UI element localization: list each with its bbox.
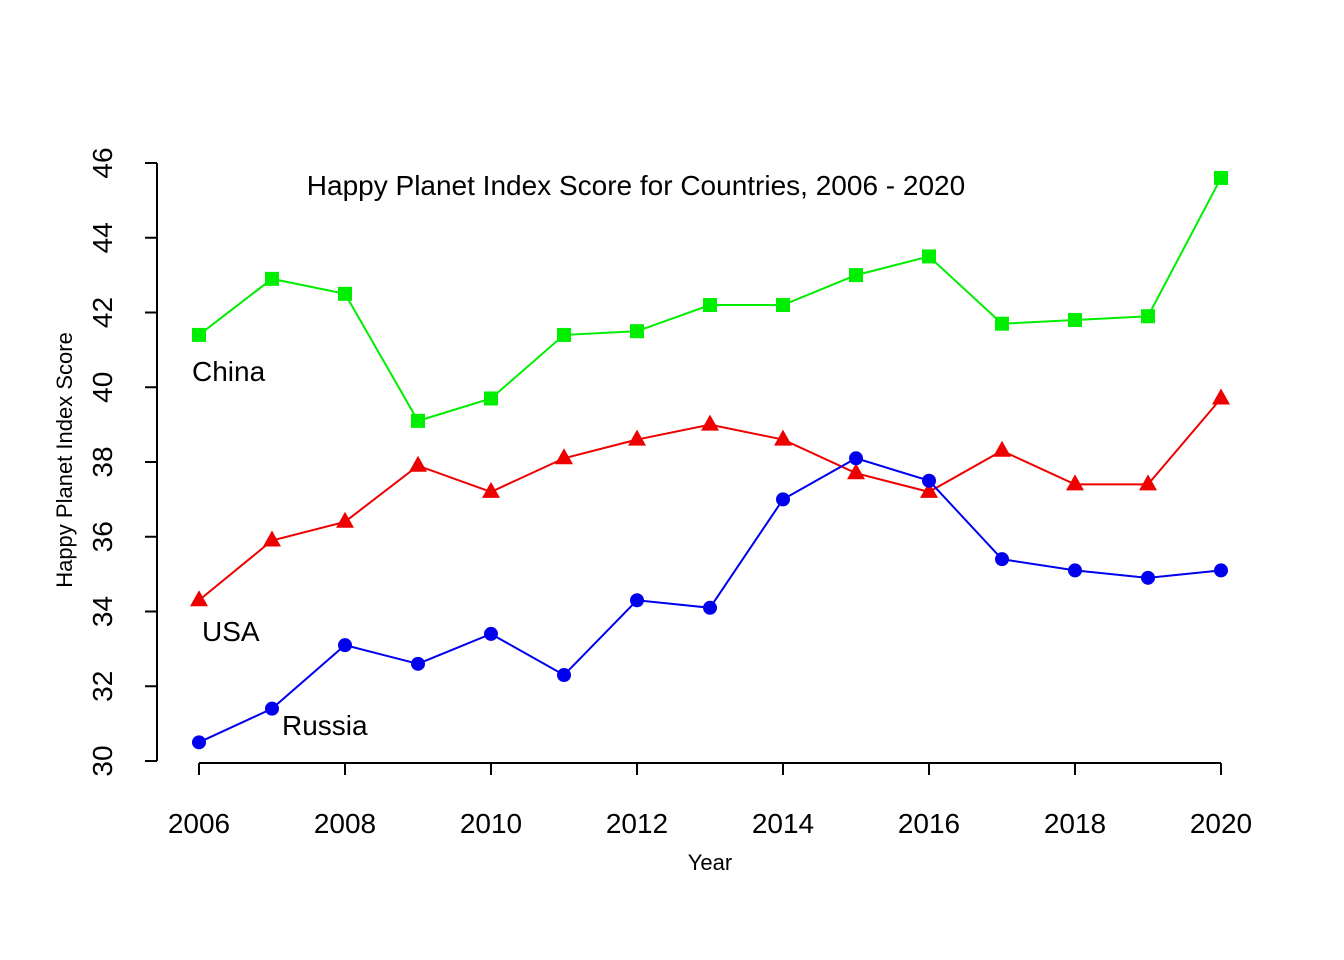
y-tick-label: 30 (87, 745, 118, 776)
data-point-usa (847, 463, 865, 480)
y-tick-label: 44 (87, 222, 118, 253)
x-axis-title: Year (688, 850, 732, 875)
data-point-russia (557, 668, 571, 683)
data-point-usa (920, 481, 938, 498)
series-usa (190, 388, 1230, 607)
y-axis-title: Happy Planet Index Score (52, 332, 77, 588)
x-tick-label: 2008 (314, 808, 376, 839)
data-point-china (776, 298, 790, 313)
data-point-china (265, 271, 279, 286)
data-point-russia (411, 656, 425, 671)
data-point-china (703, 298, 717, 313)
data-point-russia (1214, 563, 1228, 578)
data-point-usa (701, 414, 719, 431)
y-tick-label: 36 (87, 521, 118, 552)
data-point-china (192, 327, 206, 342)
data-point-usa (263, 530, 281, 547)
series-russia (192, 451, 1228, 750)
data-point-china (922, 249, 936, 264)
data-point-china (1214, 170, 1228, 185)
data-point-russia (922, 473, 936, 488)
x-tick-label: 2020 (1190, 808, 1252, 839)
data-point-china (338, 286, 352, 301)
data-point-china (849, 268, 863, 283)
series-layer (190, 170, 1230, 750)
y-tick-label: 46 (87, 147, 118, 178)
y-tick-label: 42 (87, 297, 118, 328)
data-point-china (1141, 309, 1155, 324)
data-point-china (411, 413, 425, 428)
data-point-russia (484, 626, 498, 641)
data-point-usa (190, 590, 208, 607)
x-tick-label: 2014 (752, 808, 814, 839)
series-label-usa: USA (202, 616, 260, 647)
x-tick-label: 2018 (1044, 808, 1106, 839)
series-label-russia: Russia (282, 710, 368, 741)
series-line-russia (198, 457, 1222, 744)
data-point-russia (338, 638, 352, 653)
data-point-russia (776, 492, 790, 507)
data-point-usa (993, 440, 1011, 457)
data-point-russia (703, 600, 717, 615)
y-tick-label: 40 (87, 372, 118, 403)
data-point-usa (1066, 474, 1084, 491)
data-point-usa (628, 429, 646, 446)
data-point-russia (265, 701, 279, 716)
data-point-usa (409, 455, 427, 472)
data-point-russia (995, 552, 1009, 567)
x-tick-label: 2006 (168, 808, 230, 839)
y-tick-label: 34 (87, 596, 118, 627)
y-tick-label: 38 (87, 446, 118, 477)
series-label-china: China (192, 356, 266, 387)
data-point-china (995, 316, 1009, 331)
x-tick-label: 2012 (606, 808, 668, 839)
series-china (192, 170, 1228, 428)
data-point-usa (555, 448, 573, 465)
data-point-usa (1212, 388, 1230, 405)
y-tick-label: 32 (87, 671, 118, 702)
data-point-china (484, 391, 498, 406)
x-tick-label: 2016 (898, 808, 960, 839)
data-point-usa (1139, 474, 1157, 491)
y-axis-ticks: 30 32 34 36 38 40 42 44 46 (87, 147, 157, 777)
data-point-usa (774, 429, 792, 446)
chart-title: Happy Planet Index Score for Countries, … (307, 170, 965, 201)
data-point-russia (192, 735, 206, 750)
data-point-russia (1068, 563, 1082, 578)
data-point-china (557, 327, 571, 342)
x-axis-ticks: 2006 2008 2010 2012 2014 2016 2018 2020 (168, 763, 1252, 839)
data-point-usa (336, 511, 354, 528)
x-tick-label: 2010 (460, 808, 522, 839)
data-point-russia (849, 451, 863, 466)
data-point-russia (630, 593, 644, 608)
data-point-china (630, 324, 644, 339)
data-point-russia (1141, 570, 1155, 585)
data-point-usa (482, 481, 500, 498)
data-point-china (1068, 312, 1082, 327)
